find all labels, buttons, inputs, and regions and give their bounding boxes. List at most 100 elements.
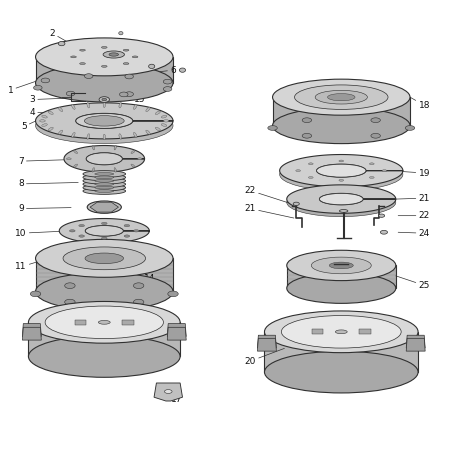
Ellipse shape [264, 311, 418, 353]
Ellipse shape [48, 111, 53, 115]
Text: 22: 22 [398, 211, 430, 220]
Ellipse shape [101, 46, 107, 48]
Text: 22: 22 [245, 186, 292, 204]
Text: 21: 21 [245, 204, 294, 218]
PathPatch shape [287, 185, 396, 213]
Ellipse shape [83, 177, 126, 184]
Text: 25: 25 [396, 276, 430, 290]
Ellipse shape [164, 87, 172, 91]
Ellipse shape [164, 79, 172, 84]
Text: 10: 10 [15, 229, 61, 237]
Ellipse shape [369, 163, 374, 165]
Ellipse shape [282, 316, 401, 348]
Ellipse shape [118, 31, 123, 35]
Ellipse shape [124, 235, 130, 237]
Ellipse shape [294, 85, 388, 109]
Ellipse shape [45, 306, 164, 338]
Ellipse shape [36, 64, 173, 102]
Text: 14: 14 [123, 274, 155, 283]
Ellipse shape [125, 74, 134, 79]
Ellipse shape [95, 173, 114, 175]
Ellipse shape [36, 38, 173, 76]
Ellipse shape [123, 63, 129, 64]
Ellipse shape [315, 91, 367, 104]
Ellipse shape [72, 104, 75, 109]
Ellipse shape [124, 224, 130, 227]
Text: 17: 17 [165, 392, 182, 403]
Ellipse shape [85, 226, 123, 236]
Ellipse shape [92, 168, 94, 172]
Text: 15: 15 [134, 68, 148, 104]
Ellipse shape [132, 56, 138, 58]
Ellipse shape [28, 336, 180, 377]
Polygon shape [359, 329, 371, 334]
Ellipse shape [86, 153, 122, 165]
Text: 20: 20 [245, 348, 284, 365]
Ellipse shape [371, 118, 380, 123]
Ellipse shape [146, 107, 150, 111]
Ellipse shape [123, 49, 129, 51]
Ellipse shape [317, 164, 366, 177]
Polygon shape [154, 383, 182, 401]
Polygon shape [75, 320, 86, 325]
Ellipse shape [83, 174, 126, 181]
Polygon shape [28, 322, 180, 356]
Ellipse shape [103, 102, 105, 108]
Ellipse shape [280, 158, 403, 191]
Ellipse shape [36, 239, 173, 277]
Ellipse shape [155, 127, 160, 131]
Ellipse shape [131, 150, 135, 154]
Ellipse shape [63, 247, 146, 270]
Ellipse shape [83, 188, 126, 194]
Polygon shape [406, 338, 425, 351]
Polygon shape [36, 57, 173, 83]
Ellipse shape [92, 146, 94, 150]
Ellipse shape [42, 124, 47, 127]
Ellipse shape [36, 273, 173, 310]
Ellipse shape [101, 65, 107, 67]
Ellipse shape [109, 53, 118, 56]
Polygon shape [287, 265, 396, 288]
Ellipse shape [264, 351, 418, 393]
Ellipse shape [39, 119, 46, 122]
Ellipse shape [179, 68, 186, 72]
Text: 1: 1 [8, 81, 38, 94]
Ellipse shape [161, 124, 167, 127]
Text: 11: 11 [15, 262, 38, 271]
Ellipse shape [69, 230, 75, 232]
Polygon shape [167, 328, 186, 340]
Ellipse shape [382, 170, 387, 172]
Polygon shape [167, 324, 186, 337]
Ellipse shape [80, 49, 85, 51]
PathPatch shape [59, 219, 149, 243]
Ellipse shape [95, 183, 114, 186]
Ellipse shape [125, 92, 134, 97]
Ellipse shape [146, 130, 150, 135]
Ellipse shape [133, 283, 144, 289]
Ellipse shape [119, 102, 122, 108]
PathPatch shape [36, 103, 173, 139]
Ellipse shape [380, 230, 387, 234]
Ellipse shape [48, 127, 53, 131]
Ellipse shape [378, 214, 385, 217]
Text: 2: 2 [49, 29, 69, 43]
Ellipse shape [102, 99, 107, 101]
Ellipse shape [66, 91, 75, 96]
Text: 6: 6 [156, 66, 176, 74]
Ellipse shape [329, 262, 353, 269]
Ellipse shape [34, 85, 42, 90]
Ellipse shape [83, 184, 126, 191]
Ellipse shape [268, 126, 277, 130]
Polygon shape [122, 320, 134, 325]
PathPatch shape [64, 146, 145, 172]
Polygon shape [36, 258, 173, 292]
Ellipse shape [87, 134, 90, 139]
Ellipse shape [58, 42, 65, 46]
Ellipse shape [137, 158, 142, 160]
Ellipse shape [311, 257, 371, 274]
Ellipse shape [84, 116, 124, 126]
Ellipse shape [87, 201, 121, 213]
Ellipse shape [134, 132, 137, 137]
Ellipse shape [99, 97, 109, 102]
Ellipse shape [114, 146, 117, 150]
